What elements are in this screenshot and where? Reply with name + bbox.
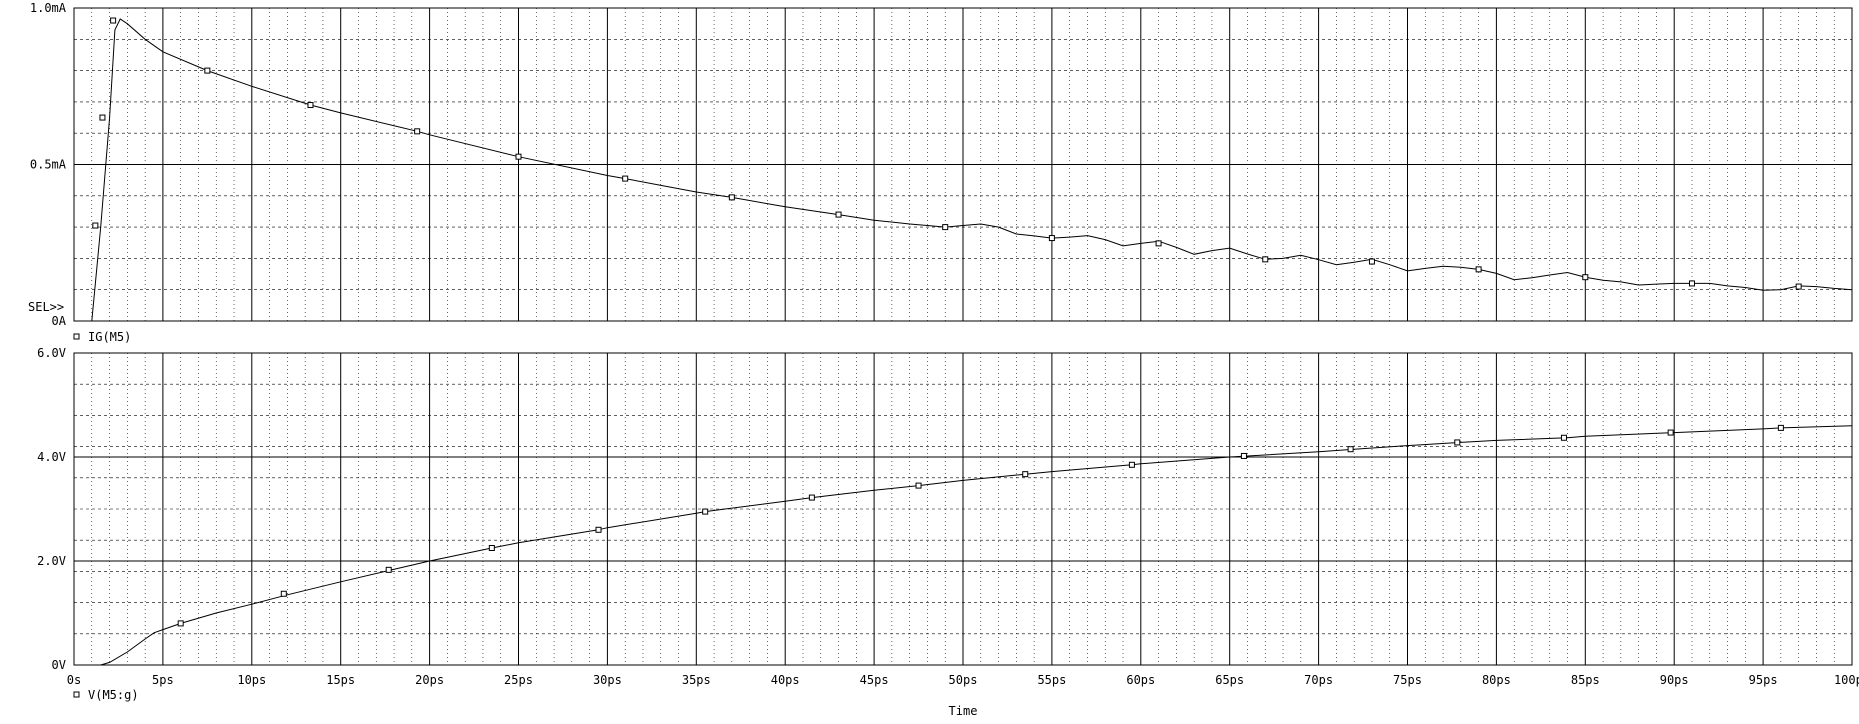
- x-tick-label: 65ps: [1215, 673, 1244, 687]
- x-tick-label: 15ps: [326, 673, 355, 687]
- current-marker: [1048, 235, 1055, 242]
- voltage-marker: [1667, 429, 1674, 436]
- voltage-legend[interactable]: V(M5:g): [73, 688, 139, 702]
- current-marker: [1262, 256, 1269, 263]
- x-tick-label: 35ps: [682, 673, 711, 687]
- current-marker: [1688, 280, 1695, 287]
- voltage-marker: [595, 526, 602, 533]
- x-tick-label: 5ps: [152, 673, 174, 687]
- x-tick-label: 70ps: [1304, 673, 1333, 687]
- x-tick-label: 90ps: [1660, 673, 1689, 687]
- y-tick-label: 0V: [52, 658, 66, 672]
- y-tick-label: 6.0V: [37, 346, 66, 360]
- current-marker: [110, 17, 117, 24]
- x-tick-label: 60ps: [1126, 673, 1155, 687]
- current-marker: [1795, 283, 1802, 290]
- x-tick-label: 0s: [67, 673, 81, 687]
- x-tick-label: 25ps: [504, 673, 533, 687]
- voltage-marker: [1454, 439, 1461, 446]
- x-tick-label: 75ps: [1393, 673, 1422, 687]
- current-legend-marker: [73, 333, 80, 340]
- y-tick-label: 1.0mA: [30, 1, 67, 15]
- current-legend[interactable]: IG(M5): [73, 330, 131, 344]
- x-tick-label: 100ps: [1834, 673, 1859, 687]
- current-marker: [307, 102, 314, 109]
- voltage-marker: [1128, 461, 1135, 468]
- current-legend-label: IG(M5): [88, 330, 131, 344]
- voltage-marker: [488, 545, 495, 551]
- current-marker: [1582, 274, 1589, 281]
- current-marker: [204, 67, 211, 74]
- y-tick-label: 2.0V: [37, 554, 66, 568]
- x-tick-label: 40ps: [771, 673, 800, 687]
- current-marker: [835, 211, 842, 218]
- current-trace[interactable]: [91, 18, 1853, 322]
- current-marker: [622, 175, 629, 182]
- voltage-marker: [1777, 424, 1784, 431]
- current-marker: [515, 153, 522, 160]
- voltage-legend-marker: [73, 691, 80, 698]
- current-marker: [99, 114, 106, 121]
- voltage-marker: [808, 494, 815, 501]
- x-tick-label: 20ps: [415, 673, 444, 687]
- current-plot-frame: [73, 7, 1853, 322]
- x-tick-label: 50ps: [949, 673, 978, 687]
- y-tick-label: 0.5mA: [30, 158, 67, 172]
- voltage-marker: [177, 620, 184, 627]
- voltage-plot: 0V 2.0V 4.0V 6.0V 0s 5ps 10ps 15ps 20ps 25ps 30ps…: [37, 346, 1859, 718]
- voltage-marker: [1347, 446, 1354, 453]
- current-marker: [1368, 258, 1375, 265]
- y-tick-label: 0A: [52, 314, 67, 328]
- current-series: [91, 18, 1853, 322]
- current-marker: [414, 128, 421, 135]
- x-tick-label: 30ps: [593, 673, 622, 687]
- voltage-marker: [1240, 452, 1247, 459]
- voltage-marker: [385, 566, 392, 573]
- voltage-marker: [1022, 471, 1029, 478]
- x-tick-label: 45ps: [860, 673, 889, 687]
- voltage-y-tick-labels: 0V 2.0V 4.0V 6.0V: [37, 346, 66, 672]
- current-y-tick-labels: 0A 0.5mA 1.0mA: [30, 1, 67, 328]
- selector-label[interactable]: SEL>>: [28, 300, 64, 314]
- x-tick-label: 85ps: [1571, 673, 1600, 687]
- time-axis-tick-labels: 0s 5ps 10ps 15ps 20ps 25ps 30ps 35ps 40ps 45ps 50p…: [67, 673, 1859, 687]
- current-plot-grid: [74, 7, 1852, 322]
- x-axis-label: Time: [949, 704, 978, 718]
- current-marker: [1155, 240, 1162, 247]
- voltage-marker: [280, 590, 287, 597]
- voltage-marker: [702, 508, 709, 515]
- voltage-marker: [915, 482, 922, 489]
- x-tick-label: 80ps: [1482, 673, 1511, 687]
- current-marker: [1475, 266, 1482, 273]
- voltage-markers: [177, 424, 1784, 627]
- voltage-marker: [1560, 434, 1567, 441]
- x-tick-label: 55ps: [1037, 673, 1066, 687]
- x-tick-label: 10ps: [237, 673, 266, 687]
- current-marker: [728, 194, 735, 201]
- current-marker: [942, 224, 949, 231]
- current-marker: [92, 222, 99, 229]
- voltage-plot-grid: [74, 352, 1852, 666]
- y-tick-label: 4.0V: [37, 450, 66, 464]
- current-plot: 0A 0.5mA 1.0mA SEL>> IG(M5): [28, 1, 1853, 344]
- x-tick-label: 95ps: [1749, 673, 1778, 687]
- current-markers: [92, 17, 1802, 290]
- voltage-plot-frame: [73, 352, 1853, 666]
- voltage-legend-label: V(M5:g): [88, 688, 139, 702]
